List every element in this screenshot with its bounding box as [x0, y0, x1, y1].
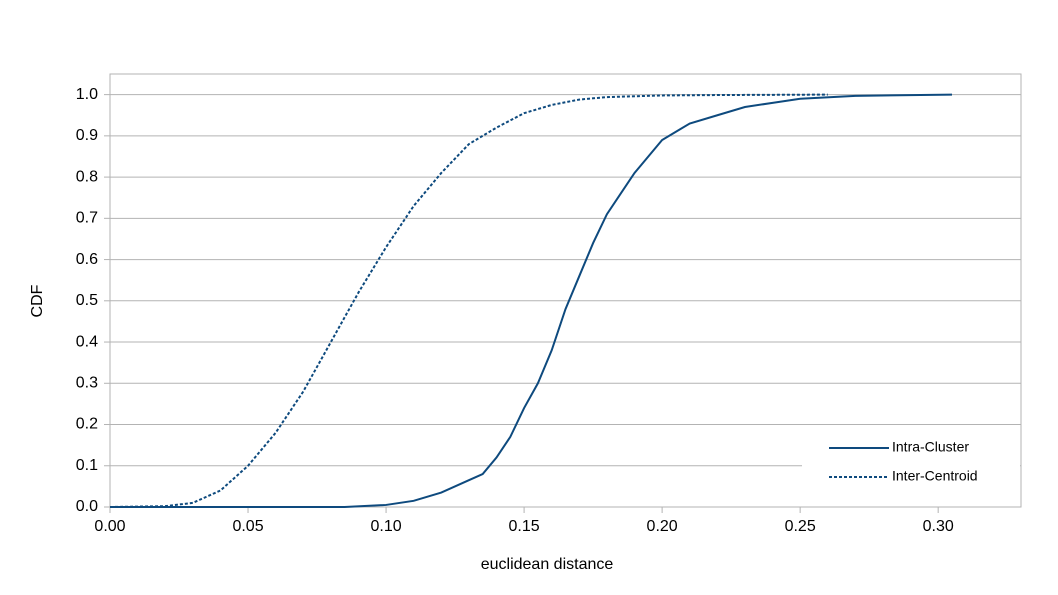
- x-axis-label: euclidean distance: [481, 556, 614, 573]
- y-tick-label: 0.7: [76, 210, 98, 227]
- legend-label: Inter-Centroid: [892, 468, 978, 484]
- y-tick-label: 0.6: [76, 251, 98, 268]
- series-line: [109, 93, 828, 508]
- y-axis-label: CDF: [29, 284, 46, 317]
- legend-box: [802, 434, 1020, 506]
- series-line: [110, 93, 952, 508]
- x-tick-label: 0.25: [785, 518, 816, 535]
- y-tick-label: 0.2: [76, 416, 98, 433]
- x-tick-label: 0.10: [370, 518, 401, 535]
- legend: Intra-Cluster Inter-Centroid: [802, 434, 1020, 506]
- x-tick-label: 0.05: [232, 518, 263, 535]
- y-tick-label: 0.8: [76, 168, 98, 185]
- y-tick-label: 0.1: [76, 457, 98, 474]
- legend-label: Intra-Cluster: [892, 439, 969, 455]
- x-tick-label: 0.20: [647, 518, 678, 535]
- x-tick-label: 0.15: [509, 518, 540, 535]
- y-tick-label: 0.9: [76, 127, 98, 144]
- y-tick-label: 0.0: [76, 498, 98, 515]
- x-tick-label: 0.00: [94, 518, 125, 535]
- y-tick-label: 0.4: [76, 333, 98, 350]
- y-tick-label: 0.5: [76, 292, 98, 309]
- y-tick-label: 0.3: [76, 375, 98, 392]
- y-tick-label: 1.0: [76, 86, 98, 103]
- x-tick-label: 0.30: [923, 518, 954, 535]
